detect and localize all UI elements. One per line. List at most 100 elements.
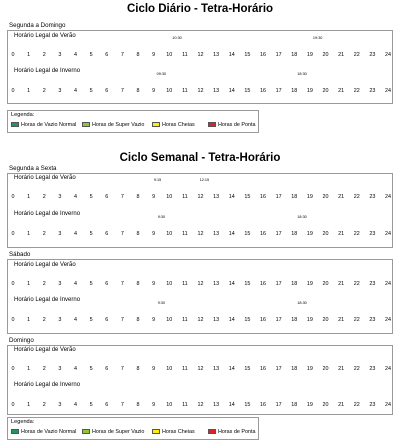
hour-tick-label: 12 xyxy=(197,231,204,237)
hour-tick-label: 16 xyxy=(260,88,266,94)
hour-tick-label: 15 xyxy=(244,317,251,323)
hour-tick-label: 18 xyxy=(291,281,298,287)
hour-tick-label: 12 xyxy=(197,52,204,58)
hour-tick-label: 18 xyxy=(291,317,298,323)
hour-tick-label: 6 xyxy=(105,317,109,323)
hour-tick-label: 8 xyxy=(136,366,140,372)
legend-swatch xyxy=(82,122,90,128)
hour-tick-label: 0 xyxy=(11,281,15,287)
hour-tick-label: 7 xyxy=(120,317,124,323)
hour-tick-label: 13 xyxy=(213,194,220,200)
time-marker: 9:30 xyxy=(157,215,166,219)
hour-tick-label: 9 xyxy=(152,52,156,58)
hour-tick-label: 1 xyxy=(27,88,31,94)
hour-tick-label: 5 xyxy=(89,231,93,237)
hour-tick-label: 12 xyxy=(197,88,204,94)
legend-swatch xyxy=(82,429,90,435)
hour-tick-label: 14 xyxy=(228,281,235,287)
hour-tick-label: 7 xyxy=(120,281,124,287)
hour-tick-label: 15 xyxy=(244,281,251,287)
hour-tick-label: 15 xyxy=(244,52,251,58)
hour-tick-label: 18 xyxy=(291,231,298,237)
section-box xyxy=(7,345,393,415)
hour-tick-label: 6 xyxy=(105,402,109,408)
hour-tick-label: 18 xyxy=(291,366,298,372)
hour-tick-label: 18 xyxy=(291,88,298,94)
hour-tick-label: 1 xyxy=(27,281,31,287)
hour-tick-label: 11 xyxy=(182,88,188,94)
hour-tick-label: 7 xyxy=(120,366,124,372)
hour-tick-label: 9 xyxy=(152,231,156,237)
hour-tick-label: 14 xyxy=(228,366,235,372)
hour-tick-label: 22 xyxy=(353,194,360,200)
hour-tick-label: 19 xyxy=(306,88,313,94)
hour-tick-label: 14 xyxy=(228,402,235,408)
hour-tick-label: 3 xyxy=(58,317,62,323)
legend-item: Horas Cheias xyxy=(152,429,195,435)
hour-tick-label: 9 xyxy=(152,366,156,372)
hour-tick-label: 11 xyxy=(182,231,188,237)
hour-tick-label: 23 xyxy=(369,402,376,408)
hour-tick-label: 22 xyxy=(353,52,360,58)
hour-tick-label: 1 xyxy=(27,52,31,58)
hour-tick-label: 3 xyxy=(58,281,62,287)
hour-tick-label: 2 xyxy=(42,317,46,323)
hour-tick-label: 20 xyxy=(322,88,329,94)
hour-tick-label: 6 xyxy=(105,194,109,200)
hour-tick-label: 24 xyxy=(385,402,391,408)
hour-tick-label: 4 xyxy=(74,402,77,408)
hour-tick-label: 3 xyxy=(58,194,62,200)
hour-tick-label: 7 xyxy=(120,194,124,200)
legend: Legenda: Horas de Vazio Normal Horas de Su… xyxy=(7,417,259,440)
hour-tick-label: 22 xyxy=(353,231,360,237)
section-label: Domingo xyxy=(9,337,34,344)
hour-tick-label: 11 xyxy=(182,52,188,58)
hour-tick-label: 16 xyxy=(260,281,266,287)
hour-tick-label: 24 xyxy=(385,231,391,237)
legend-item: Horas de Super Vazio xyxy=(82,429,144,435)
hour-tick-label: 15 xyxy=(244,366,251,372)
hour-tick-label: 12 xyxy=(197,366,204,372)
hour-tick-label: 23 xyxy=(369,231,376,237)
hour-tick-label: 3 xyxy=(58,231,62,237)
hour-tick-label: 14 xyxy=(228,231,235,237)
hour-tick-label: 1 xyxy=(27,366,31,372)
hour-tick-label: 0 xyxy=(11,366,15,372)
hour-tick-label: 4 xyxy=(74,194,77,200)
hour-tick-label: 3 xyxy=(58,366,62,372)
hour-tick-label: 17 xyxy=(275,194,282,200)
hour-tick-label: 23 xyxy=(369,366,376,372)
legend-title: Legenda: xyxy=(11,112,35,118)
hour-tick-label: 21 xyxy=(338,402,345,408)
hour-tick-label: 23 xyxy=(369,88,376,94)
hour-tick-label: 22 xyxy=(353,402,360,408)
hour-tick-label: 13 xyxy=(213,231,220,237)
hour-tick-label: 17 xyxy=(275,281,282,287)
legend-label: Horas de Ponta xyxy=(218,122,256,128)
legend-label: Horas Cheias xyxy=(162,122,195,128)
legend: Legenda: Horas de Vazio Normal Horas de Su… xyxy=(7,110,259,133)
time-marker: 18:30 xyxy=(297,215,307,219)
row-label: Horário Legal de Inverno xyxy=(14,297,81,303)
legend-item: Horas de Ponta xyxy=(208,429,255,435)
hour-tick-label: 2 xyxy=(42,402,46,408)
hour-tick-label: 0 xyxy=(11,402,15,408)
hour-tick-label: 20 xyxy=(322,402,329,408)
hour-tick-label: 2 xyxy=(42,231,46,237)
hour-tick-label: 21 xyxy=(338,317,345,323)
hour-tick-label: 1 xyxy=(27,194,31,200)
hour-tick-label: 3 xyxy=(58,52,62,58)
hour-tick-label: 24 xyxy=(385,317,391,323)
hour-tick-label: 12 xyxy=(197,194,204,200)
time-marker: 9:30 xyxy=(157,301,166,305)
hour-tick-label: 17 xyxy=(275,366,282,372)
hour-tick-label: 9 xyxy=(152,281,156,287)
hour-tick-label: 17 xyxy=(275,231,282,237)
time-marker: 9:15 xyxy=(153,178,162,182)
hour-tick-label: 8 xyxy=(136,231,140,237)
hour-tick-label: 19 xyxy=(306,281,313,287)
hour-tick-label: 4 xyxy=(74,231,77,237)
hour-tick-label: 20 xyxy=(322,281,329,287)
hour-tick-label: 13 xyxy=(213,402,220,408)
